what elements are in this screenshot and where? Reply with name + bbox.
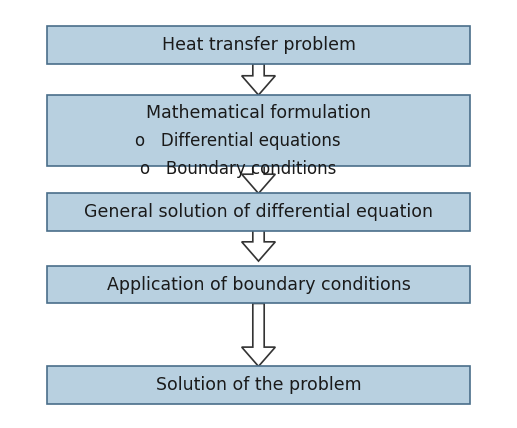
Text: o   Boundary conditions: o Boundary conditions: [140, 160, 336, 178]
Text: Solution of the problem: Solution of the problem: [156, 376, 361, 394]
Text: o   Differential equations: o Differential equations: [135, 132, 341, 150]
Text: Mathematical formulation: Mathematical formulation: [146, 104, 371, 122]
FancyBboxPatch shape: [47, 95, 470, 166]
Text: General solution of differential equation: General solution of differential equatio…: [84, 203, 433, 221]
Polygon shape: [242, 166, 275, 193]
Text: Heat transfer problem: Heat transfer problem: [161, 36, 356, 54]
Polygon shape: [242, 230, 275, 261]
Polygon shape: [242, 303, 275, 366]
FancyBboxPatch shape: [47, 266, 470, 303]
FancyBboxPatch shape: [47, 193, 470, 231]
Polygon shape: [242, 64, 275, 95]
FancyBboxPatch shape: [47, 26, 470, 64]
FancyBboxPatch shape: [47, 366, 470, 404]
Text: Application of boundary conditions: Application of boundary conditions: [107, 276, 410, 294]
